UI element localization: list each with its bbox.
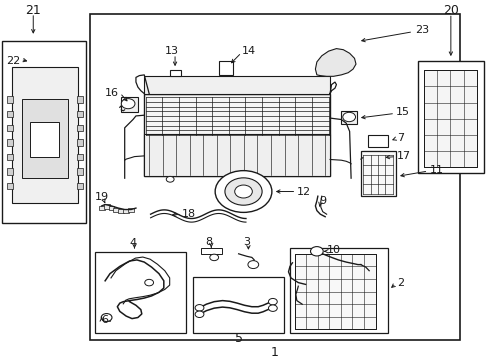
Bar bbox=[201, 248, 222, 254]
Text: 6: 6 bbox=[102, 315, 108, 325]
Bar bbox=[103, 204, 109, 209]
Bar bbox=[7, 183, 13, 189]
Bar bbox=[7, 154, 13, 160]
Bar bbox=[113, 208, 119, 212]
Bar bbox=[90, 14, 459, 340]
Circle shape bbox=[247, 261, 258, 269]
Text: 15: 15 bbox=[395, 107, 409, 117]
Circle shape bbox=[268, 298, 277, 305]
Bar bbox=[423, 70, 476, 167]
Bar bbox=[30, 122, 59, 157]
Circle shape bbox=[195, 305, 203, 311]
Bar bbox=[77, 111, 83, 117]
Text: 13: 13 bbox=[165, 46, 179, 56]
Bar bbox=[12, 67, 78, 203]
Bar bbox=[193, 277, 283, 333]
Text: 22: 22 bbox=[6, 56, 20, 66]
Bar bbox=[121, 97, 138, 112]
Circle shape bbox=[215, 171, 271, 212]
Text: 10: 10 bbox=[326, 245, 340, 255]
Text: 4: 4 bbox=[129, 238, 136, 248]
Circle shape bbox=[209, 254, 218, 261]
Bar bbox=[289, 248, 387, 333]
Text: 5: 5 bbox=[234, 332, 242, 345]
Circle shape bbox=[166, 176, 174, 182]
Bar bbox=[95, 252, 185, 333]
Circle shape bbox=[224, 178, 262, 205]
Text: 11: 11 bbox=[428, 165, 443, 175]
Bar bbox=[144, 76, 329, 94]
Text: 18: 18 bbox=[182, 209, 196, 219]
Bar bbox=[7, 125, 13, 131]
Text: 1: 1 bbox=[270, 346, 278, 359]
Bar bbox=[7, 139, 13, 146]
Bar bbox=[7, 168, 13, 175]
Text: 7: 7 bbox=[396, 132, 404, 143]
Bar bbox=[77, 183, 83, 189]
Bar bbox=[108, 206, 114, 210]
Text: 12: 12 bbox=[297, 186, 311, 197]
Bar bbox=[7, 111, 13, 117]
Circle shape bbox=[101, 314, 112, 321]
Bar bbox=[360, 151, 395, 196]
Bar bbox=[77, 168, 83, 175]
Bar bbox=[294, 254, 375, 329]
Text: 23: 23 bbox=[414, 25, 428, 35]
Bar bbox=[367, 135, 387, 147]
Bar bbox=[118, 209, 124, 213]
Circle shape bbox=[268, 305, 277, 311]
Bar bbox=[99, 206, 104, 210]
Bar bbox=[170, 70, 181, 76]
Bar bbox=[219, 61, 232, 75]
Bar bbox=[77, 96, 83, 103]
Circle shape bbox=[121, 99, 135, 109]
Bar bbox=[2, 41, 85, 223]
Bar bbox=[144, 94, 329, 176]
Bar bbox=[77, 154, 83, 160]
Text: 20: 20 bbox=[442, 4, 458, 17]
Bar bbox=[144, 134, 329, 176]
Bar bbox=[341, 111, 356, 124]
Text: 21: 21 bbox=[25, 4, 41, 17]
Text: 9: 9 bbox=[318, 196, 325, 206]
Bar bbox=[362, 151, 381, 163]
Text: 3: 3 bbox=[243, 237, 250, 247]
Circle shape bbox=[144, 279, 153, 286]
Bar bbox=[417, 61, 483, 173]
Text: 14: 14 bbox=[242, 46, 256, 56]
Circle shape bbox=[195, 311, 203, 318]
Bar bbox=[128, 208, 134, 212]
Text: 19: 19 bbox=[95, 192, 108, 202]
Bar bbox=[77, 125, 83, 131]
Text: 17: 17 bbox=[396, 150, 410, 161]
Text: 2: 2 bbox=[396, 278, 404, 288]
Bar bbox=[77, 139, 83, 146]
Bar bbox=[7, 96, 13, 103]
Text: 8: 8 bbox=[205, 237, 212, 247]
Text: 16: 16 bbox=[105, 88, 119, 98]
Bar bbox=[123, 209, 129, 213]
Circle shape bbox=[342, 112, 355, 122]
Bar bbox=[22, 99, 68, 178]
Polygon shape bbox=[315, 49, 355, 76]
Circle shape bbox=[234, 185, 252, 198]
Bar bbox=[104, 318, 110, 321]
Circle shape bbox=[310, 247, 323, 256]
